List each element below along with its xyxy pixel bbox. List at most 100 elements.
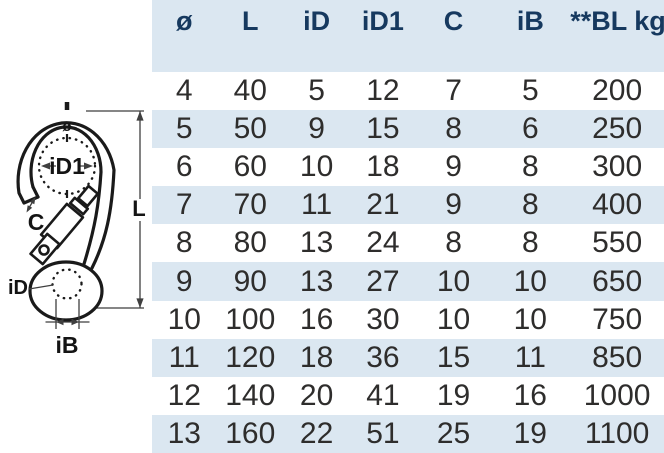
table-cell: 1000 [583,378,651,412]
table-row: 13 160 22 51 25 19 1100 [152,414,664,453]
table-cell: 120 [225,340,276,374]
gate-rivet [38,244,50,256]
table-cell: 18 [299,340,334,374]
table-cell: 51 [366,416,400,450]
eye-outline [28,260,104,322]
gate-collar [68,196,90,216]
col-header-length: L [242,6,259,36]
spec-table-container: ø L iD iD1 C iB **BL kg 4 40 5 12 7 5 200 5 50 9 1… [152,0,664,453]
table-cell: 41 [366,378,400,412]
gate-tip [76,184,100,208]
table-cell: 5 [521,74,539,108]
table-cell: 8 [175,226,193,260]
table-cell: 15 [366,112,400,146]
table-cell: 80 [233,226,267,260]
table-cell: 10 [513,302,547,336]
table-cell: 5 [175,112,193,146]
table-cell: 24 [366,226,400,260]
table-cell: 250 [592,112,643,146]
col-header-c: C [443,6,464,36]
table-cell: 9 [445,150,462,184]
table-cell: 11 [514,340,546,374]
table-row: 10 100 16 30 10 10 750 [152,300,664,339]
table-cell: 16 [299,302,334,336]
table-cell: 100 [225,302,276,336]
table-row: 4 40 5 12 7 5 200 [152,72,664,111]
table-cell: 20 [299,378,334,412]
dim-label-c: C [28,209,45,235]
table-cell: 70 [233,188,267,222]
table-cell: 9 [445,188,462,222]
table-cell: 300 [592,150,643,184]
table-row: 12 140 20 41 19 16 1000 [152,376,664,415]
table-row: 11 120 18 36 15 11 850 [152,338,664,377]
label-mask [130,199,149,221]
table-header-row: ø L iD iD1 C iB **BL kg [152,0,664,72]
table-cell: 1100 [584,416,650,450]
table-cell: 90 [233,264,267,298]
dim-label-id1: iD1 [49,153,85,179]
table-cell: 60 [233,150,267,184]
table-cell: 8 [521,188,539,222]
table-cell: 30 [366,302,400,336]
table-cell: 9 [308,112,325,146]
table-cell: 11 [301,188,333,222]
col-header-bl: **BL kg [570,6,664,36]
table-cell: 10 [436,302,471,336]
table-row: 9 90 13 27 10 10 650 [152,262,664,301]
col-header-diameter: ø [176,6,193,36]
table-cell: 16 [513,378,547,412]
table-cell: 140 [225,378,276,412]
col-header-id1: iD1 [361,6,404,36]
table-cell: 160 [225,416,276,450]
id-dotted-circle [51,268,83,300]
table-cell: 40 [233,74,267,108]
table-cell: 10 [436,264,471,298]
dim-label-id: iD [8,277,28,299]
spec-table-body: 4 40 5 12 7 5 200 5 50 9 15 8 6 250 6 60 10 18 9 8 300 7 70 11 2… [152,72,664,453]
table-cell: 750 [592,302,643,336]
carabiner-diagram: ø iD1 C L iD iB [8,102,149,358]
table-cell: 12 [366,74,400,108]
table-cell: 8 [445,112,462,146]
col-header-id: iD [303,6,331,36]
table-cell: 18 [366,150,400,184]
spec-table: ø L iD iD1 C iB **BL kg 4 40 5 12 7 5 200 5 50 9 1… [152,0,664,453]
table-cell: 36 [366,340,400,374]
table-cell: 8 [521,226,539,260]
gate-opening-dimension [26,197,36,213]
table-cell: 200 [592,74,643,108]
table-cell: 650 [592,264,643,298]
table-cell: 22 [299,416,334,450]
table-cell: 19 [513,416,547,450]
table-row: 5 50 9 15 8 6 250 [152,110,664,149]
col-header-ib: iB [516,6,544,36]
table-cell: 19 [436,378,471,412]
table-row: 7 70 11 21 9 8 400 [152,186,664,225]
id1-dimension [41,162,93,170]
table-cell: 8 [521,150,539,184]
table-cell: 11 [168,340,200,374]
id-leader-line [28,284,54,290]
table-cell: 10 [167,302,201,336]
table-cell: 4 [175,74,193,108]
nose-notch [31,185,40,199]
table-cell: 7 [445,74,462,108]
table-cell: 550 [592,226,643,260]
table-row: 6 60 10 18 9 8 300 [152,148,664,187]
hook-body [16,121,116,270]
table-cell: 9 [175,264,193,298]
table-cell: 13 [299,226,334,260]
table-cell: 21 [366,188,400,222]
table-cell: 10 [299,150,334,184]
table-row: 8 80 13 24 8 8 550 [152,224,664,263]
dim-label-diameter: ø [62,118,72,135]
dim-label-l: L [132,196,145,221]
gate-assembly [29,184,100,266]
table-cell: 400 [592,188,643,222]
dim-label-ib: iB [56,332,79,358]
ib-dimension [45,299,90,329]
table-cell: 15 [436,340,471,374]
table-cell: 6 [175,150,193,184]
